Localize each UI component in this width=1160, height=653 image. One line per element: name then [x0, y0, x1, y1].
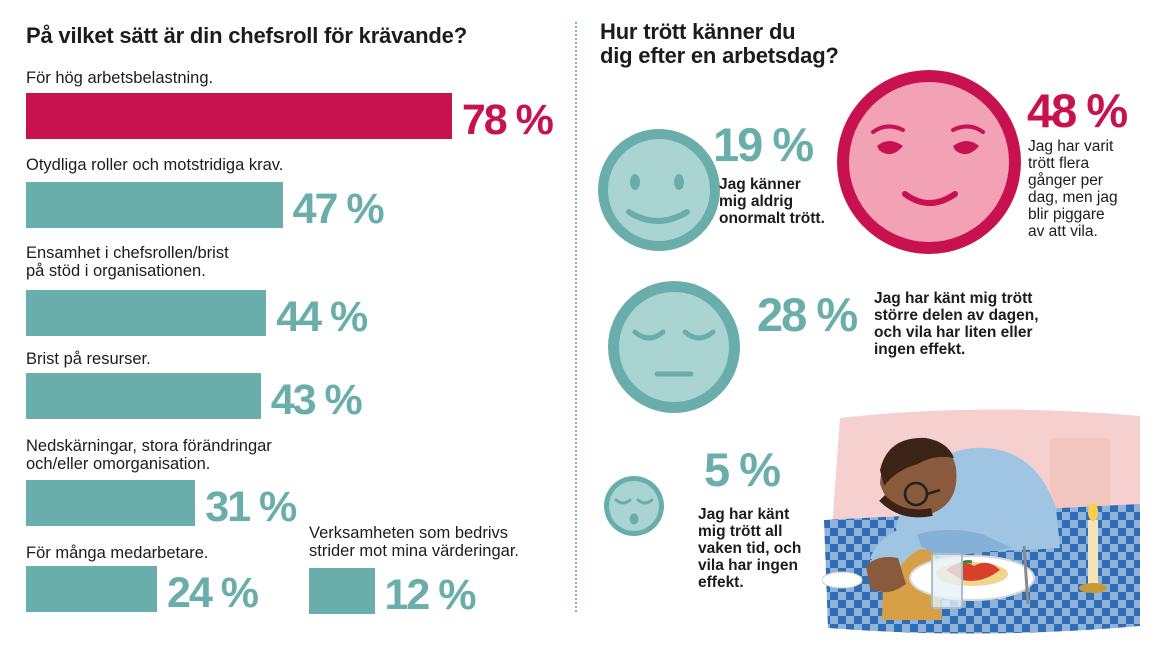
- pct-5: 5 %: [704, 443, 781, 496]
- pct-48: 48 %: [1027, 84, 1128, 137]
- bar-label-line: på stöd i organisationen.: [26, 262, 206, 280]
- bar-value-label-1: 78 %: [461, 96, 554, 144]
- bar-value-label-6: 24 %: [167, 569, 259, 617]
- right-chart-title: Hur trött känner du dig efter en arbetsd…: [600, 20, 839, 68]
- exhausted-face-icon: [604, 476, 664, 536]
- bar-label-5: Nedskärningar, stora förändringar och/ell…: [26, 437, 272, 473]
- text-19: Jag känner mig aldrig onormalt trött.: [719, 176, 825, 227]
- bar-label-line: För hög arbetsbelastning.: [26, 69, 214, 87]
- bar-1: [26, 93, 452, 139]
- text-28: Jag har känt mig trött större delen av d…: [874, 290, 1039, 358]
- bar-label-3: Ensamhet i chefsrollen/brist på stöd i or…: [26, 244, 229, 280]
- bar-4: [26, 373, 261, 419]
- bar-label-1: För hög arbetsbelastning.: [26, 69, 213, 87]
- right-title-line-1: Hur trött känner du: [600, 19, 796, 44]
- bar-label-line: Nedskärningar, stora förändringar: [26, 437, 272, 455]
- tired-face-icon: [608, 281, 740, 413]
- bar-3: [26, 290, 267, 336]
- bar-value-label-2: 47 %: [292, 185, 385, 233]
- bar-label-6: För många medarbetare.: [26, 544, 209, 562]
- bar-label-line: strider mot mina värderingar.: [309, 542, 519, 560]
- happy-face-icon: [598, 129, 720, 251]
- bar-6: [26, 566, 158, 612]
- right-title-line-2: dig efter en arbetsdag?: [600, 43, 839, 68]
- text-5: Jag har känt mig trött all vaken tid, oc…: [698, 506, 802, 591]
- bar-value-label-4: 43 %: [270, 376, 363, 424]
- bar-label-7: Verksamheten som bedrivs strider mot mina…: [309, 524, 519, 560]
- bar-7: [309, 568, 375, 614]
- weary-smile-face-icon: [837, 70, 1021, 254]
- bar-label-line: Otydliga roller och motstridiga krav.: [26, 156, 284, 174]
- left-chart-title: På vilket sätt är din chefsroll för kräv…: [26, 23, 467, 48]
- bar-label-line: Brist på resurser.: [26, 350, 151, 368]
- bar-label-line: och/eller omorganisation.: [26, 455, 211, 473]
- pct-19: 19 %: [713, 118, 814, 171]
- dotted-divider: [575, 22, 577, 612]
- bar-label-2: Otydliga roller och motstridiga krav.: [26, 156, 283, 174]
- bar-value-label-3: 44 %: [276, 293, 368, 341]
- bar-5: [26, 480, 196, 526]
- bar-label-line: Ensamhet i chefsrollen/brist: [26, 244, 229, 262]
- bar-value-label-5: 31 %: [205, 483, 297, 531]
- tired-person-illustration: [822, 409, 1140, 634]
- bar-2: [26, 182, 283, 228]
- bar-label-line: Verksamheten som bedrivs: [309, 524, 509, 542]
- bar-label-line: För många medarbetare.: [26, 544, 209, 562]
- text-48: Jag har varit trött flera gånger per dag…: [1028, 138, 1118, 240]
- bar-label-4: Brist på resurser.: [26, 350, 151, 368]
- pct-28: 28 %: [757, 288, 858, 341]
- bar-value-label-7: 12 %: [384, 571, 477, 619]
